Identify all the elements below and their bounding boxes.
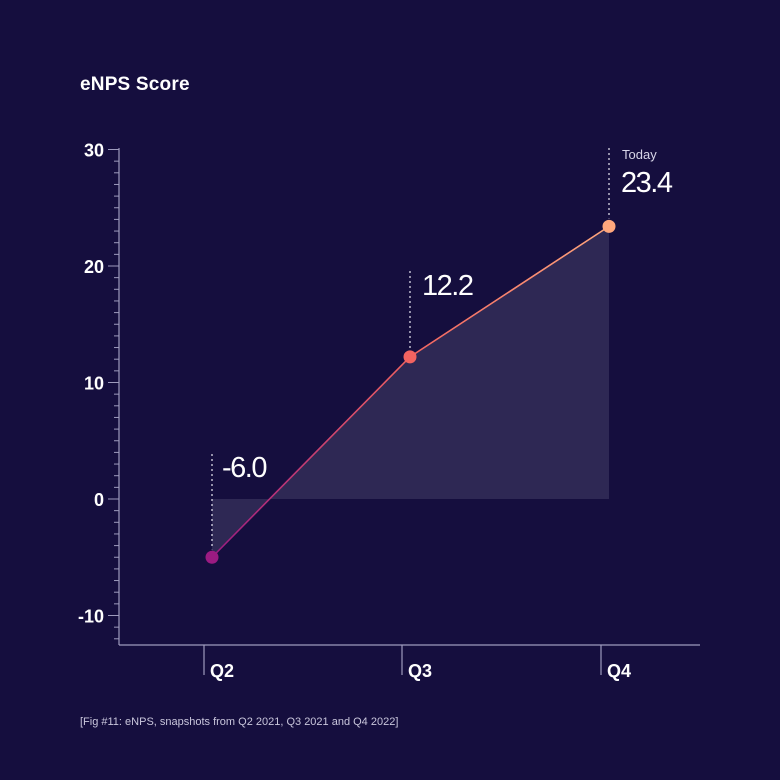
figure-caption: [Fig #11: eNPS, snapshots from Q2 2021, …	[80, 716, 399, 728]
data-point-q4	[602, 219, 616, 233]
y-tick-label: 10	[84, 374, 104, 394]
chart-title: eNPS Score	[80, 74, 190, 95]
x-tick-label-q3: Q3	[408, 661, 432, 681]
y-tick-label: 20	[84, 257, 104, 277]
x-tick-label-q4: Q4	[607, 661, 631, 681]
y-tick-label: -10	[78, 607, 104, 627]
y-tick-label: 0	[94, 490, 104, 510]
x-tick-label-q2: Q2	[210, 661, 234, 681]
data-label-q4: 23.4	[621, 167, 673, 199]
today-annotation: Today	[622, 147, 657, 162]
data-point-q3	[403, 350, 417, 364]
y-tick-label: 30	[84, 141, 104, 161]
data-label-q2: -6.0	[222, 452, 266, 484]
area-fill	[212, 226, 609, 558]
data-label-q3: 12.2	[422, 270, 473, 302]
data-point-q2	[205, 550, 219, 564]
